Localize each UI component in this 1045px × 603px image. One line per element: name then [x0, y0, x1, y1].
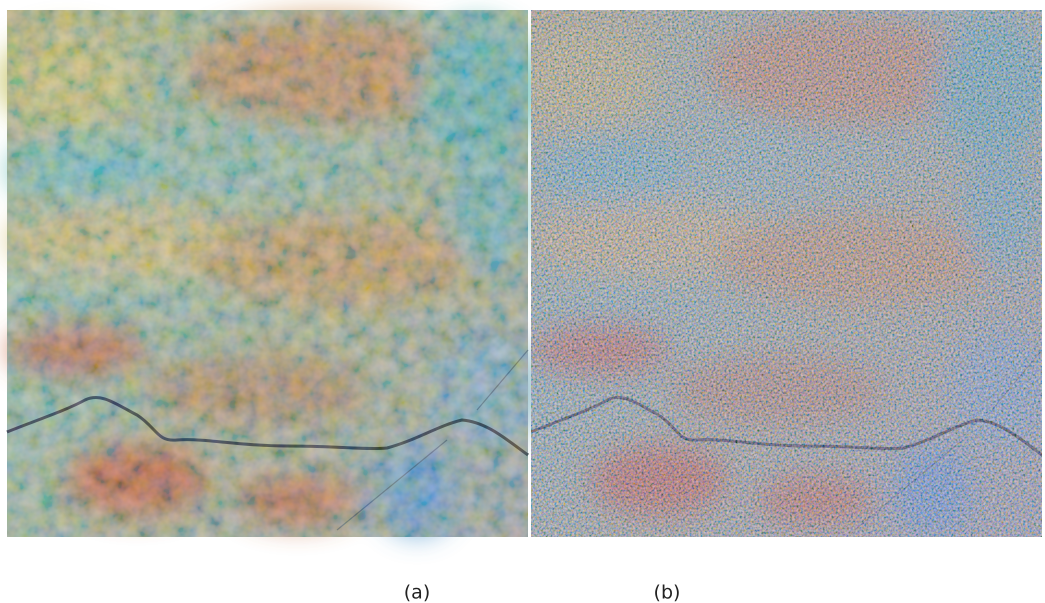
image-b	[521, 10, 1045, 537]
page: (a) (b) (() => { const data = JSON.parse…	[0, 0, 1045, 603]
panel-label: (b)	[654, 582, 681, 603]
image-a	[0, 10, 537, 537]
panel-label: (a)	[404, 582, 430, 603]
figure: (a) (b)	[0, 0, 1045, 603]
